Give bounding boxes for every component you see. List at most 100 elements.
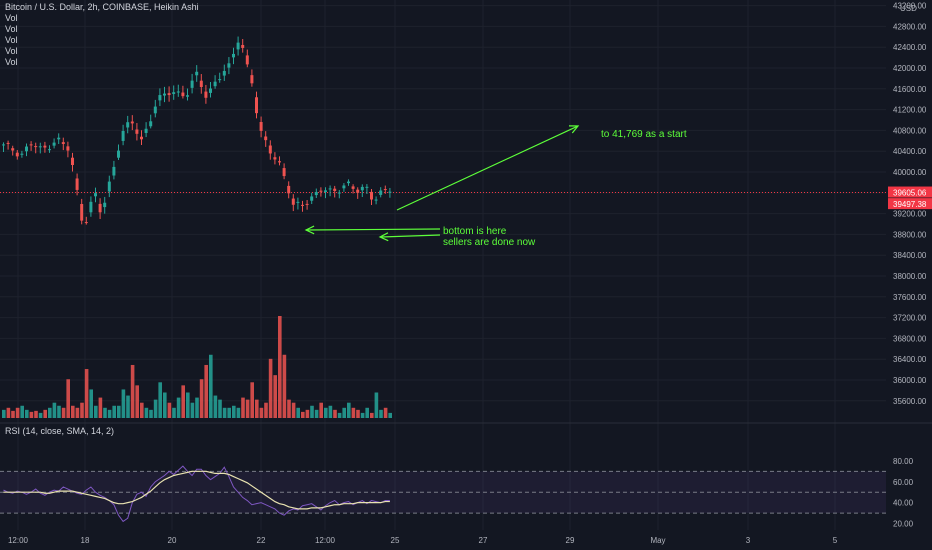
volume-bar [75,407,80,418]
volume-bar [71,405,75,418]
candle-body [213,81,217,87]
volume-bar [80,402,84,418]
candle-body [199,80,203,87]
volume-bar [52,402,57,418]
candle-body [347,181,350,184]
price-tick-label: 40800.00 [893,126,927,135]
volume-label: Vol [5,24,18,34]
volume-bar [57,405,61,418]
candle-body [190,80,194,88]
rsi-panel [0,465,886,523]
candle-body [388,191,392,193]
volume-bar [218,399,222,418]
price-tick-label: 40400.00 [893,147,927,156]
candle-body [296,201,300,203]
volume-bar [167,402,172,418]
annotation-target: to 41,769 as a start [601,129,687,140]
candle-body [209,88,212,93]
candle-body [278,161,281,163]
time-tick-label: 5 [833,536,838,545]
candle-body [15,152,19,157]
candle-body [61,142,65,144]
candle-body [140,136,143,140]
volume-bar [149,409,153,418]
price-tick-label: 42000.00 [893,64,927,73]
candle-body [80,204,84,221]
candle-body [71,157,74,165]
candle-body [11,148,15,151]
volume-bar [158,382,162,418]
time-tick-label: 29 [566,536,575,545]
candle-body [186,95,189,97]
volume-bar [61,407,66,418]
volume-bar [250,382,254,418]
annotation-arrows [304,125,580,242]
volume-bar [34,410,38,418]
candle-body [181,92,185,97]
candle-body [163,93,166,96]
volume-bar [388,412,392,418]
candle-body [370,191,373,200]
candle-body [57,137,61,140]
candle-body [241,44,245,48]
price-tick-label: 38000.00 [893,272,927,281]
rsi-tick-label: 40.00 [893,499,914,508]
volume-bar [365,407,369,418]
candle-body [52,142,56,146]
candle-body [144,128,148,133]
symbol-title[interactable]: Bitcoin / U.S. Dollar, 2h, COINBASE, Hei… [5,2,199,12]
price-tick-label: 37200.00 [893,314,927,323]
candle-body [273,157,277,160]
volume-bar [236,407,241,418]
rsi-tick-label: 80.00 [893,457,914,466]
price-tick-label: 41600.00 [893,85,927,94]
volume-label: Vol [5,57,18,67]
volume-bar [374,392,379,418]
candle-body [48,149,51,151]
volume-bar [48,407,52,418]
time-axis[interactable]: 12:00 18 20 22 12:00 25 27 29 May 3 5 [8,536,838,545]
time-tick-label: 3 [746,536,751,545]
price-axis[interactable]: 35600.00 36000.00 36400.00 36800.00 37200.00… [888,2,932,406]
candle-body [29,144,33,146]
volume-bar [268,358,273,418]
volume-bar [370,412,374,418]
candle-body [84,222,88,224]
rsi-legend[interactable]: RSI (14, close, SMA, 14, 2) [5,426,115,436]
volume-bar [232,405,236,418]
candle-body [342,185,346,189]
price-tick-label: 40000.00 [893,168,927,177]
volume-bar [291,402,296,418]
volume-bar [11,410,15,418]
volume-bar [112,405,116,418]
time-tick-label: May [650,536,665,545]
volume-label: Vol [5,35,18,45]
candle-body [222,70,226,76]
candle-body [176,91,180,93]
candle-body [112,166,116,176]
arrow-bottom [305,228,441,231]
volume-bar [209,354,213,418]
candle-body [126,122,130,128]
volume-bar [273,375,277,418]
volume-bar [356,409,360,418]
volume-bar [360,412,365,418]
candle-body [153,106,157,114]
volume-bar [38,412,43,418]
volume-bar [301,411,305,418]
volume-bar [25,409,29,418]
rsi-axis[interactable]: 20.00 40.00 60.00 80.00 [893,457,914,529]
volume-series [2,316,392,418]
volume-bar [186,392,190,418]
current-price-tag [888,186,932,198]
rsi-line [3,465,390,523]
candle-body [94,193,97,197]
volume-bar [213,395,218,418]
annotation-sellers: sellers are done now [443,237,536,248]
candle-body [310,196,314,201]
arrow-bottom-head [304,225,315,235]
candle-body [291,198,295,205]
volume-bar [190,402,195,418]
price-tick-label: 37600.00 [893,293,927,302]
